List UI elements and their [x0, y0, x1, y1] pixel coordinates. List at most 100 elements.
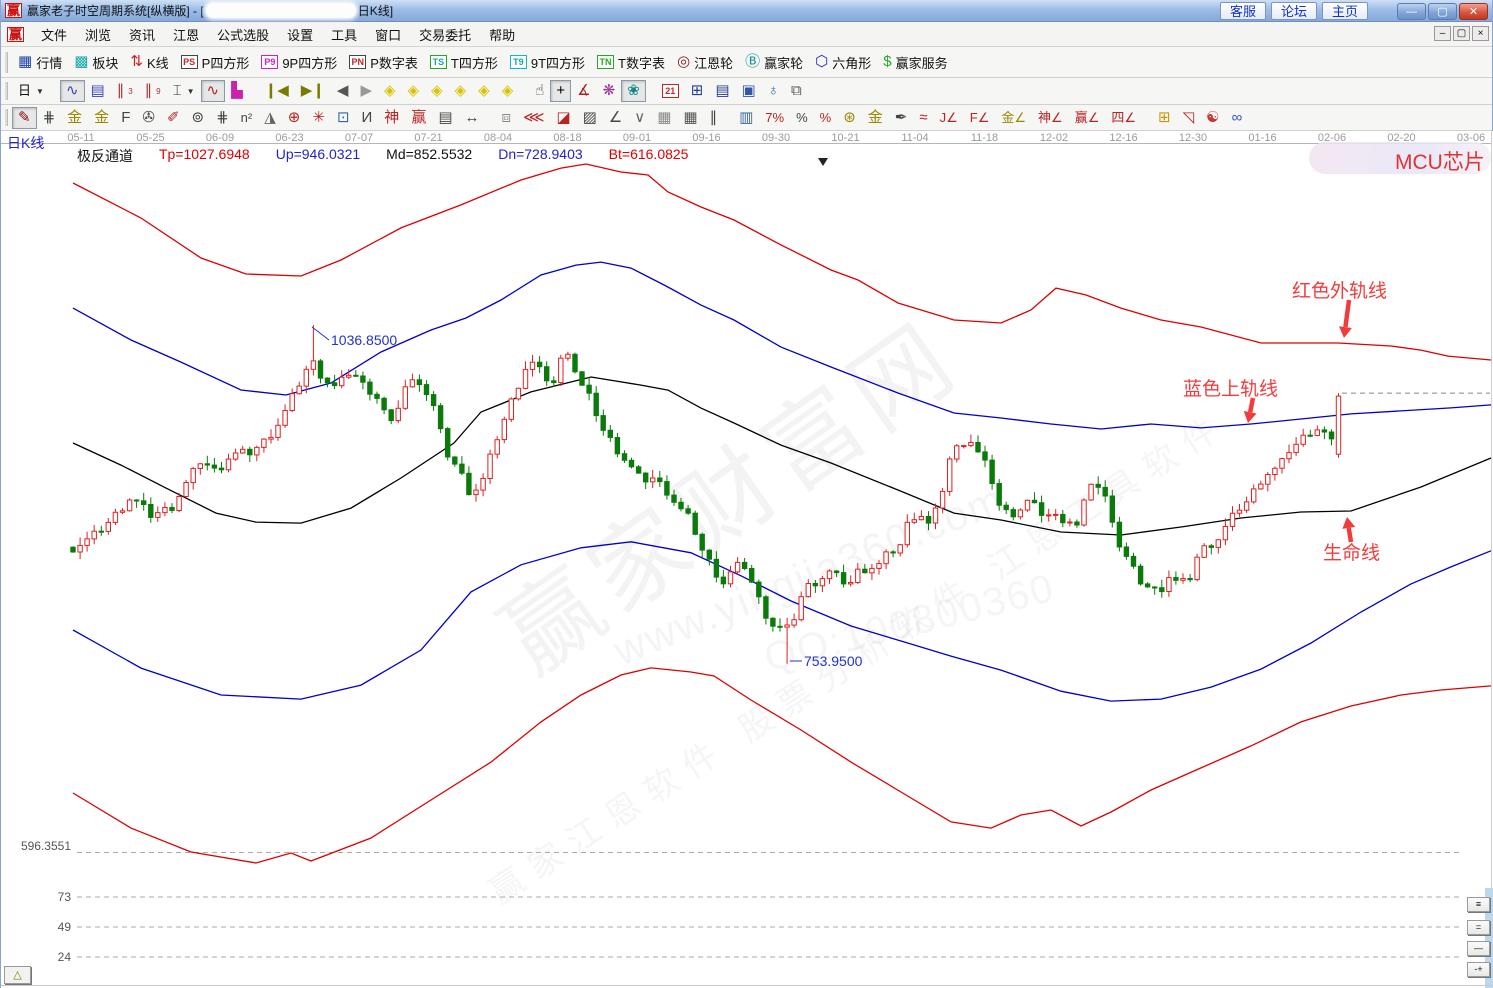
- panel-two-button[interactable]: =: [1467, 920, 1490, 935]
- tick-ruler-tool[interactable]: ⋕: [37, 107, 62, 129]
- ying-angle-tool[interactable]: 赢∠: [1069, 107, 1106, 129]
- menu-item-窗口[interactable]: 窗口: [375, 27, 402, 43]
- quotes-button[interactable]: ▦ 行情: [12, 50, 68, 75]
- p-square-button[interactable]: PS P四方形: [175, 50, 256, 75]
- period-day-dropdown[interactable]: 日 ▼: [12, 80, 50, 102]
- parallel-tool[interactable]: ∥: [704, 107, 724, 129]
- t-number-table-button[interactable]: TN T数字表: [591, 50, 671, 75]
- shen-fan-tool[interactable]: 神: [378, 107, 405, 129]
- right-scroll-strip[interactable]: [1485, 888, 1493, 988]
- hand-tool[interactable]: ☝: [529, 80, 550, 102]
- gann-grid-box-tool[interactable]: ▨: [577, 107, 603, 129]
- ruler-123-tool[interactable]: ▤: [432, 107, 458, 129]
- bars-3-button[interactable]: ∥ 3: [116, 82, 133, 99]
- print-button[interactable]: ⧉: [785, 80, 808, 102]
- panel-one-button[interactable]: —: [1467, 941, 1490, 956]
- diamond-expand-button[interactable]: ◈: [425, 80, 449, 102]
- angle-fan-tool[interactable]: ∠: [603, 107, 628, 129]
- menu-item-工具[interactable]: 工具: [331, 27, 358, 43]
- menu-item-设置[interactable]: 设置: [287, 27, 314, 43]
- gann-box-tool[interactable]: ◪: [550, 107, 576, 129]
- diamond-right-button[interactable]: ◈: [402, 80, 426, 102]
- spiral-tool[interactable]: ✇: [136, 107, 161, 129]
- circle-cross-tool[interactable]: ⊕: [282, 107, 307, 129]
- grid-target-tool[interactable]: ⊡: [331, 107, 356, 129]
- diamond-all-button[interactable]: ◈: [496, 80, 520, 102]
- winner-wheel-button[interactable]: Ⓑ 赢家轮: [739, 50, 809, 75]
- percent-line-tool[interactable]: %: [814, 107, 838, 129]
- next-button[interactable]: ▶: [354, 80, 378, 102]
- rect-select-tool[interactable]: ⧈: [496, 107, 518, 129]
- web-export-button[interactable]: ♁: [762, 80, 785, 102]
- hexagon-button[interactable]: ⬡ 六角形: [809, 50, 877, 75]
- calendar-button[interactable]: 21: [656, 81, 685, 101]
- customer-service-button[interactable]: 客服: [1220, 2, 1266, 20]
- close-button[interactable]: ✕: [1459, 2, 1488, 20]
- zigzag-tool[interactable]: ∿: [59, 80, 85, 102]
- diamond-vjoin-button[interactable]: ◈: [472, 80, 496, 102]
- prev-button[interactable]: ◀: [331, 80, 355, 102]
- 9p-square-button[interactable]: P9 9P四方形: [255, 50, 343, 75]
- percent-tool[interactable]: %: [790, 107, 814, 129]
- crosshair-tool[interactable]: +: [550, 80, 572, 102]
- panel-toggle-button[interactable]: △: [4, 966, 31, 984]
- f-ruler-tool[interactable]: F: [115, 107, 136, 129]
- wave-tool[interactable]: И: [356, 107, 379, 129]
- red-pattern-tool[interactable]: ∿: [200, 80, 226, 102]
- vee-tool[interactable]: ∨: [628, 107, 651, 129]
- last-page-button[interactable]: ▶❙: [295, 80, 331, 102]
- minimize-button[interactable]: —: [1397, 2, 1426, 20]
- save-button[interactable]: ▣: [736, 80, 762, 102]
- grid-fine-tool[interactable]: ▦: [651, 107, 677, 129]
- first-page-button[interactable]: ❙◀: [259, 80, 295, 102]
- chart-panel[interactable]: 日K线 05-11 05-25 06-09 06-23 07-07 07-21 08-04 0…: [1, 131, 1493, 988]
- menu-item-帮助[interactable]: 帮助: [489, 27, 516, 43]
- forum-button[interactable]: 论坛: [1271, 2, 1317, 20]
- mirror-tool[interactable]: ◮: [258, 107, 282, 129]
- candle-style-dropdown[interactable]: ⌶ ▼: [167, 80, 201, 102]
- panel-three-button[interactable]: ≡: [1467, 897, 1490, 912]
- golden-line-tool[interactable]: 金: [862, 107, 889, 129]
- mdi-restore-button[interactable]: ▢: [1453, 26, 1470, 41]
- j-angle-tool[interactable]: J∠: [934, 107, 964, 129]
- golden-circle-tool[interactable]: ⊛: [837, 107, 862, 129]
- trend-box-tool[interactable]: ◹: [1177, 107, 1201, 129]
- golden-vertical-tool[interactable]: 金: [61, 107, 88, 129]
- column-chart-tool[interactable]: ▥: [733, 107, 759, 129]
- gold-angle-tool[interactable]: 金∠: [995, 107, 1032, 129]
- zoom-slider-button[interactable]: -+: [1467, 962, 1490, 977]
- menu-item-浏览[interactable]: 浏览: [85, 27, 112, 43]
- golden-vertical2-tool[interactable]: 金: [88, 107, 115, 129]
- shen-angle-tool[interactable]: 神∠: [1032, 107, 1069, 129]
- volume-profile-button[interactable]: ▙: [225, 80, 249, 102]
- calculator-button[interactable]: ⊞: [685, 80, 710, 102]
- wave-band-tool[interactable]: ≈: [913, 107, 933, 129]
- yellow-grid-tool[interactable]: ⊞: [1152, 107, 1177, 129]
- ying-fan-tool[interactable]: 赢: [405, 107, 432, 129]
- mdi-minimize-button[interactable]: –: [1434, 26, 1451, 41]
- n-squared-tool[interactable]: n²: [235, 107, 259, 129]
- brush-tool[interactable]: ✒: [889, 107, 914, 129]
- grid-dense-tool[interactable]: ▦: [677, 107, 703, 129]
- seven-percent-tool[interactable]: 7%: [759, 107, 790, 129]
- t-square-button[interactable]: TS T四方形: [424, 50, 504, 75]
- bars-9-button[interactable]: ∥ 9: [144, 82, 161, 99]
- si-angle-tool[interactable]: 四∠: [1105, 107, 1142, 129]
- info-doc-button[interactable]: ▤: [85, 80, 111, 102]
- angle-tool[interactable]: ∡: [571, 80, 596, 102]
- menu-item-交易委托[interactable]: 交易委托: [419, 27, 472, 43]
- p-number-table-button[interactable]: PN P数字表: [343, 50, 424, 75]
- winner-service-button[interactable]: $ 赢家服务: [877, 50, 953, 75]
- restore-button[interactable]: ▢: [1428, 2, 1457, 20]
- sectors-button[interactable]: ▩ 板块: [68, 50, 124, 75]
- menu-item-资讯[interactable]: 资讯: [129, 27, 156, 43]
- starburst-tool[interactable]: ✳: [306, 107, 331, 129]
- diamond-left-button[interactable]: ◈: [378, 80, 402, 102]
- menu-item-江恩[interactable]: 江恩: [173, 27, 200, 43]
- hash-ruler-tool[interactable]: ⋕: [210, 107, 235, 129]
- pen-tool[interactable]: ✎: [12, 106, 37, 129]
- 9t-square-button[interactable]: T9 9T四方形: [504, 50, 591, 75]
- red-marker-tool[interactable]: ✐: [161, 107, 186, 129]
- flower-tool[interactable]: ❋: [597, 80, 622, 102]
- diamond-compress-button[interactable]: ◈: [449, 80, 473, 102]
